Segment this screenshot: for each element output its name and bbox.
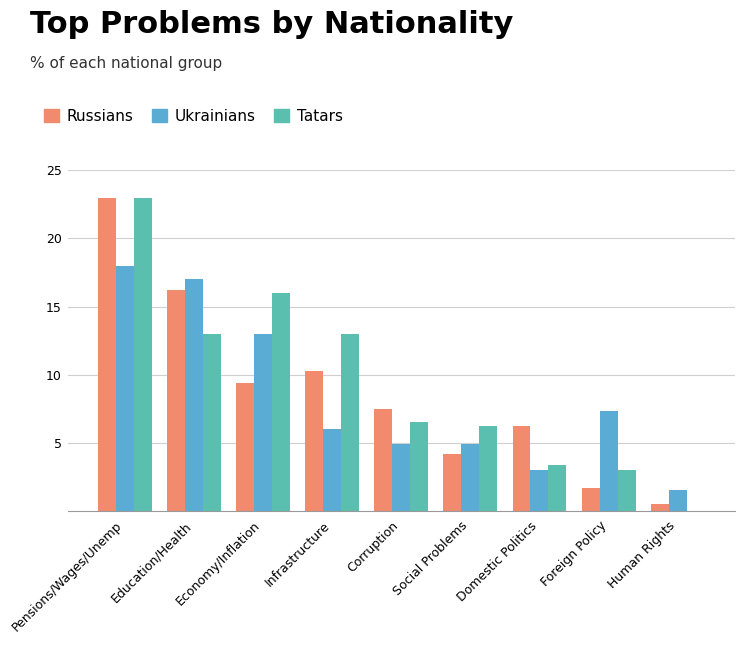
Bar: [116, 266, 134, 511]
Bar: [305, 371, 323, 511]
Bar: [548, 464, 566, 511]
Bar: [98, 198, 116, 511]
Bar: [203, 334, 220, 511]
Bar: [341, 334, 359, 511]
Bar: [530, 470, 548, 511]
Bar: [512, 426, 530, 511]
Bar: [461, 444, 479, 511]
Legend: Russians, Ukrainians, Tatars: Russians, Ukrainians, Tatars: [38, 103, 350, 130]
Bar: [185, 279, 203, 511]
Bar: [236, 383, 254, 511]
Bar: [323, 429, 341, 511]
Bar: [410, 422, 428, 511]
Bar: [669, 491, 687, 511]
Bar: [599, 411, 617, 511]
Bar: [134, 198, 152, 511]
Bar: [167, 290, 185, 511]
Bar: [651, 504, 669, 511]
Bar: [617, 470, 635, 511]
Bar: [374, 409, 392, 511]
Bar: [443, 454, 461, 511]
Bar: [392, 444, 410, 511]
Bar: [479, 426, 497, 511]
Text: Top Problems by Nationality: Top Problems by Nationality: [30, 10, 513, 39]
Text: % of each national group: % of each national group: [30, 56, 222, 71]
Bar: [272, 293, 290, 511]
Bar: [582, 488, 599, 511]
Bar: [254, 334, 272, 511]
